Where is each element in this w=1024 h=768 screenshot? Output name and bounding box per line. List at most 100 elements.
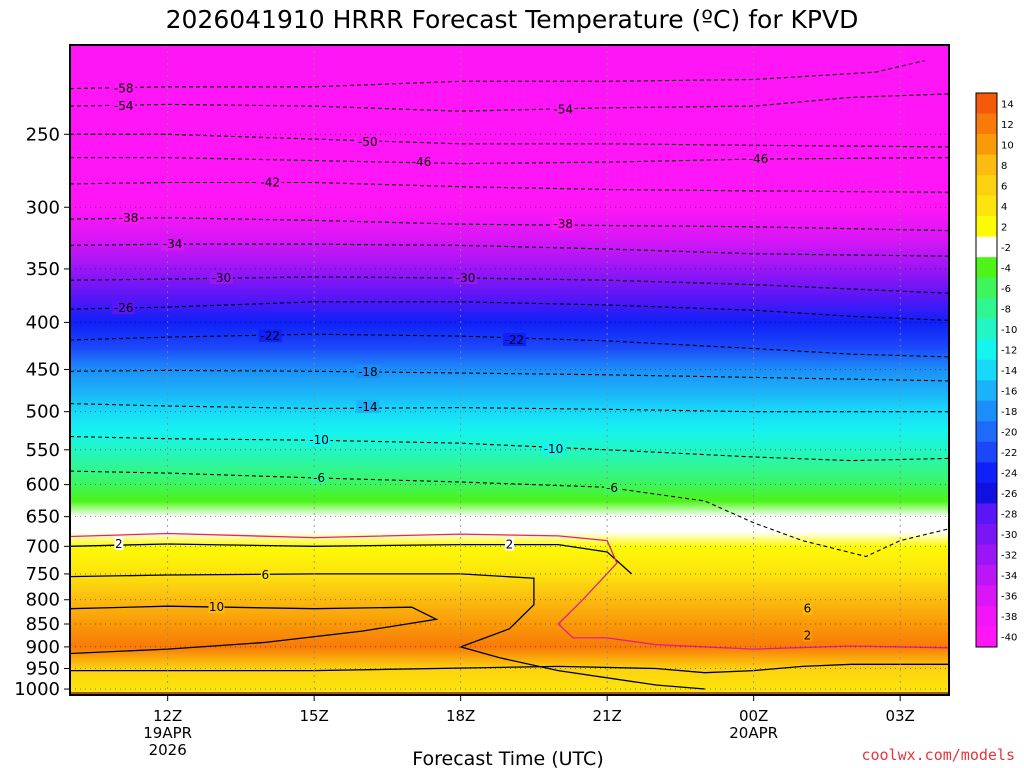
contour-line--22: [70, 333, 949, 358]
colorbar-swatch: [976, 236, 997, 258]
contour-label-bg: [356, 135, 380, 149]
contour-label-bg: [356, 365, 380, 379]
contour-label-bg: [258, 175, 282, 189]
colorbar-label: -24: [1001, 469, 1017, 480]
x-tick-label: 21Z: [592, 707, 621, 725]
contour-label-bg: [114, 537, 124, 551]
contour-lines: [70, 60, 949, 690]
colorbar-label: -26: [1001, 489, 1017, 500]
contour-label: 2: [804, 629, 812, 643]
colorbar-swatch: [976, 134, 997, 156]
contour-label-bg: [307, 433, 331, 447]
contour-label-bg: [311, 470, 328, 484]
contour-line--54: [70, 93, 949, 112]
colorbar-swatch: [976, 93, 997, 115]
contour-label-bg: [410, 155, 434, 169]
x-tick-label: 15Z: [299, 707, 328, 725]
contour-label: -14: [358, 400, 378, 414]
contour-label: -46: [749, 152, 769, 166]
colorbar-label: -28: [1001, 510, 1017, 521]
colorbar: 14 12 10 8 6 4 2 -2 -4 -6 -8 -10 -12 -14 -16 -18 -20 -22 -…: [975, 92, 1017, 648]
contour-label: -54: [553, 103, 573, 117]
y-tick-label: 700: [26, 536, 60, 557]
colorbar-swatch: [976, 195, 997, 217]
colorbar-swatch: [976, 257, 997, 279]
contour-label: -22: [260, 329, 280, 343]
contour-label: 2: [506, 538, 514, 552]
contour-line--26: [70, 301, 949, 321]
contour-label: -26: [114, 301, 134, 315]
temperature-field: [70, 45, 949, 695]
x-axis-label: Forecast Time (UTC): [412, 748, 603, 768]
y-tick-label: 750: [26, 564, 60, 585]
contour-line--10: [70, 435, 949, 462]
colorbar-swatch: [976, 154, 997, 176]
colorbar-swatch: [976, 523, 997, 545]
contour-line-0: [70, 532, 949, 650]
contour-label-bg: [161, 237, 185, 251]
contour-labels: -58 -54 -54 -50 -46 -46 -42 -38 -38 -34 -30 -30 -26 -…: [112, 81, 812, 643]
credit-link[interactable]: coolwx.com/models: [861, 746, 1015, 764]
contour-label-bg: [356, 399, 380, 413]
contour-label: -38: [553, 217, 573, 231]
contour-label-bg: [117, 210, 141, 224]
contour-label-bg: [258, 329, 282, 343]
contour-label-bg: [505, 537, 514, 551]
colorbar-swatch: [976, 462, 997, 484]
colorbar-label: -12: [1001, 345, 1017, 356]
colorbar-swatch: [976, 482, 997, 504]
contour-label: -34: [163, 237, 183, 251]
colorbar-label: -4: [1001, 263, 1011, 274]
contour-label: -30: [456, 271, 476, 285]
contour-label: -42: [260, 175, 280, 189]
colorbar-label: -2: [1001, 243, 1011, 254]
contour-label-bg: [541, 442, 565, 456]
contour-label: -6: [606, 481, 618, 495]
plot-area: [70, 45, 949, 695]
colorbar-label: -40: [1001, 633, 1017, 644]
contour-label-bg: [802, 628, 812, 642]
colorbar-label: -16: [1001, 387, 1017, 398]
contour-label-bg: [112, 99, 136, 113]
colorbar-label: -10: [1001, 325, 1017, 336]
x-tick-label: 03Z: [885, 707, 914, 725]
y-tick-label: 450: [26, 360, 60, 381]
contour-label: -58: [114, 82, 134, 96]
contour-line--6: [70, 470, 949, 558]
contour-label: -54: [114, 99, 134, 113]
contour-label-bg: [260, 567, 270, 581]
contour-label: -6: [313, 471, 325, 485]
colorbar-swatch: [976, 503, 997, 525]
y-axis: 2503003504004505005506006507007508008509…: [14, 124, 70, 700]
contour-label-bg: [502, 332, 526, 346]
x-tick-label: 2026: [149, 741, 187, 759]
colorbar-label: -6: [1001, 284, 1011, 295]
colorbar-label: -32: [1001, 551, 1017, 562]
contour-label-bg: [208, 600, 225, 614]
colorbar-swatch: [976, 544, 997, 566]
y-tick-label: 550: [26, 440, 60, 461]
colorbar-label: -36: [1001, 592, 1017, 603]
colorbar-label: 4: [1001, 202, 1007, 213]
contour-label-bg: [209, 270, 233, 284]
colorbar-label: -38: [1001, 612, 1017, 623]
colorbar-swatch: [976, 359, 997, 381]
colorbar-label: -22: [1001, 448, 1017, 459]
colorbar-swatch: [976, 216, 997, 238]
contour-label: 2: [115, 537, 123, 551]
colorbar-label: 6: [1001, 181, 1007, 192]
contour-label: -22: [505, 333, 525, 347]
colorbar-swatch: [976, 441, 997, 463]
colorbar-swatch: [976, 380, 997, 402]
y-tick-label: 650: [26, 507, 60, 528]
colorbar-label: -8: [1001, 304, 1011, 315]
contour-label: -10: [309, 433, 329, 447]
colorbar-swatch: [976, 175, 997, 197]
y-tick-label: 850: [26, 614, 60, 635]
x-tick-label: 19APR: [143, 724, 192, 742]
y-tick-label: 950: [26, 659, 60, 680]
contour-label-bg: [551, 102, 575, 116]
colorbar-swatch: [976, 605, 997, 627]
colorbar-label: -14: [1001, 366, 1017, 377]
